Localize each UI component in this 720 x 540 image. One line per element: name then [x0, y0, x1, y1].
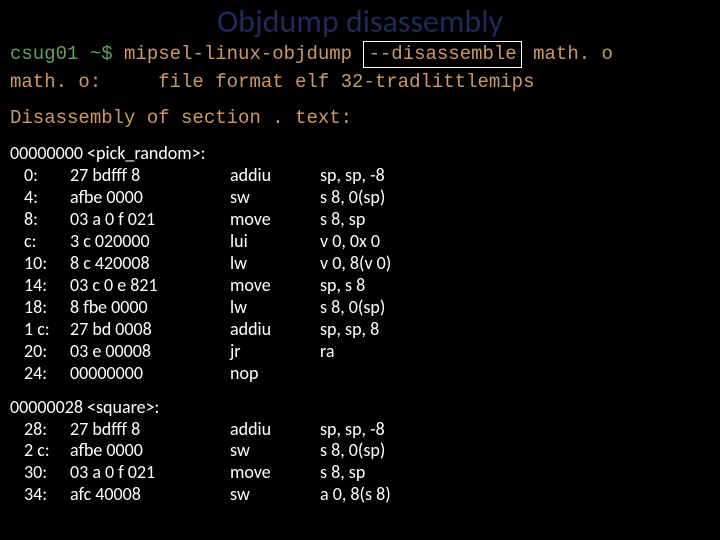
disasm-row: 14:03 c 0 e 821movesp, s 8 [10, 275, 710, 297]
hex-cell: 00000000 [70, 363, 230, 385]
mnemonic-cell: addiu [230, 319, 320, 341]
addr-cell: 4: [10, 187, 70, 209]
disassembly-listing: 00000000 <pick_random>:0:27 bdfff 8addiu… [0, 143, 720, 506]
hex-cell: 03 c 0 e 821 [70, 275, 230, 297]
command-target: math. o [533, 43, 613, 65]
disasm-row: 1 c:27 bd 0008addiusp, sp, 8 [10, 319, 710, 341]
mnemonic-cell: sw [230, 484, 320, 506]
addr-cell: 34: [10, 484, 70, 506]
disasm-row: 34:afc 40008swa 0, 8(s 8) [10, 484, 710, 506]
operands-cell: s 8, sp [320, 209, 710, 231]
operands-cell: s 8, sp [320, 462, 710, 484]
addr-cell: 2 c: [10, 440, 70, 462]
disasm-row: 18:8 fbe 0000lws 8, 0(sp) [10, 297, 710, 319]
operands-cell [320, 363, 710, 385]
operands-cell: sp, sp, -8 [320, 419, 710, 441]
operands-cell: sp, sp, 8 [320, 319, 710, 341]
disasm-row: 10:8 c 420008lwv 0, 8(v 0) [10, 253, 710, 275]
section-line: Disassembly of section . text: [0, 106, 720, 143]
operands-cell: v 0, 0x 0 [320, 231, 710, 253]
addr-cell: 14: [10, 275, 70, 297]
hex-cell: 8 c 420008 [70, 253, 230, 275]
hex-cell: 03 a 0 f 021 [70, 209, 230, 231]
addr-cell: 10: [10, 253, 70, 275]
addr-cell: 28: [10, 419, 70, 441]
disasm-row: c:3 c 020000luiv 0, 0x 0 [10, 231, 710, 253]
hex-cell: 3 c 020000 [70, 231, 230, 253]
disasm-row: 2 c:afbe 0000sws 8, 0(sp) [10, 440, 710, 462]
shell-prompt: csug01 ~$ [10, 43, 113, 65]
disasm-row: 30:03 a 0 f 021moves 8, sp [10, 462, 710, 484]
addr-cell: 20: [10, 341, 70, 363]
operands-cell: s 8, 0(sp) [320, 187, 710, 209]
hex-cell: 03 e 00008 [70, 341, 230, 363]
command-flag: --disassemble [363, 41, 521, 68]
addr-cell: 30: [10, 462, 70, 484]
disasm-row: 4:afbe 0000sws 8, 0(sp) [10, 187, 710, 209]
hex-cell: 03 a 0 f 021 [70, 462, 230, 484]
mnemonic-cell: sw [230, 440, 320, 462]
disasm-row: 24:00000000nop [10, 363, 710, 385]
mnemonic-cell: move [230, 209, 320, 231]
command-line: csug01 ~$ mipsel-linux-objdump --disasse… [0, 41, 720, 70]
mnemonic-cell: move [230, 275, 320, 297]
hex-cell: 27 bd 0008 [70, 319, 230, 341]
disasm-row: 28:27 bdfff 8addiusp, sp, -8 [10, 419, 710, 441]
addr-cell: 18: [10, 297, 70, 319]
operands-cell: v 0, 8(v 0) [320, 253, 710, 275]
hex-cell: 27 bdfff 8 [70, 419, 230, 441]
addr-cell: 0: [10, 165, 70, 187]
hex-cell: afbe 0000 [70, 187, 230, 209]
addr-cell: 8: [10, 209, 70, 231]
mnemonic-cell: addiu [230, 419, 320, 441]
addr-cell: c: [10, 231, 70, 253]
mnemonic-cell: nop [230, 363, 320, 385]
disasm-row: 20:03 e 00008jrra [10, 341, 710, 363]
mnemonic-cell: move [230, 462, 320, 484]
symbol-header: 00000028 <square>: [10, 397, 710, 419]
hex-cell: afc 40008 [70, 484, 230, 506]
disasm-row: 8:03 a 0 f 021moves 8, sp [10, 209, 710, 231]
disasm-row: 0:27 bdfff 8addiusp, sp, -8 [10, 165, 710, 187]
mnemonic-cell: lw [230, 297, 320, 319]
file-format-line: math. o: file format elf 32-tradlittlemi… [0, 70, 720, 107]
symbol-header: 00000000 <pick_random>: [10, 143, 710, 165]
operands-cell: ra [320, 341, 710, 363]
block-gap [10, 385, 710, 397]
operands-cell: s 8, 0(sp) [320, 440, 710, 462]
mnemonic-cell: lw [230, 253, 320, 275]
mnemonic-cell: lui [230, 231, 320, 253]
hex-cell: 27 bdfff 8 [70, 165, 230, 187]
command-exe: mipsel-linux-objdump [124, 43, 352, 65]
mnemonic-cell: addiu [230, 165, 320, 187]
addr-cell: 1 c: [10, 319, 70, 341]
operands-cell: sp, s 8 [320, 275, 710, 297]
page-title: Objdump disassembly [0, 0, 720, 41]
hex-cell: afbe 0000 [70, 440, 230, 462]
mnemonic-cell: jr [230, 341, 320, 363]
operands-cell: a 0, 8(s 8) [320, 484, 710, 506]
addr-cell: 24: [10, 363, 70, 385]
operands-cell: s 8, 0(sp) [320, 297, 710, 319]
hex-cell: 8 fbe 0000 [70, 297, 230, 319]
mnemonic-cell: sw [230, 187, 320, 209]
operands-cell: sp, sp, -8 [320, 165, 710, 187]
